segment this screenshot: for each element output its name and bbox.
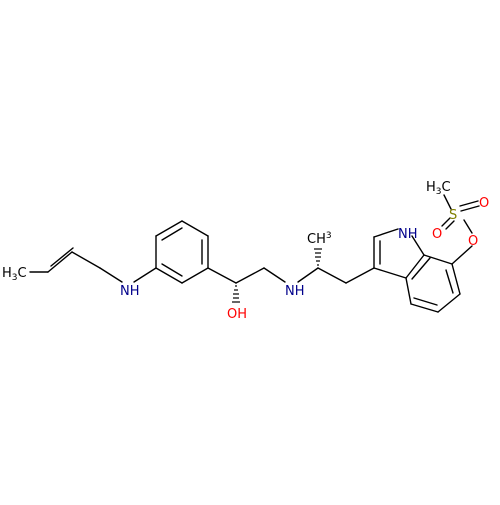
bond xyxy=(445,269,454,294)
atom-label-h3c: H3C xyxy=(2,266,27,283)
bond xyxy=(155,267,183,284)
bond xyxy=(207,267,237,284)
atom-label-ch3-top: CH3 xyxy=(307,231,332,247)
stereo-hash-bond xyxy=(232,285,240,303)
bond xyxy=(161,227,183,241)
bond xyxy=(317,267,347,284)
bond xyxy=(405,277,412,305)
bond xyxy=(410,303,439,313)
bond xyxy=(181,220,209,237)
bond xyxy=(451,245,473,265)
bond xyxy=(373,228,399,238)
bond xyxy=(411,257,431,280)
bond xyxy=(373,267,407,279)
atom-label-nh-left: NH xyxy=(120,284,140,299)
bond xyxy=(460,205,480,212)
stereo-hash-bond xyxy=(314,248,322,266)
bond xyxy=(437,293,461,313)
bond xyxy=(263,267,286,283)
bond xyxy=(405,254,425,279)
atom-label-nh-indole: NH xyxy=(398,227,418,242)
bond xyxy=(445,220,455,230)
atom-label-h3c-mesyl: H3C xyxy=(426,180,451,197)
atom-label-o-mid: O xyxy=(432,227,442,242)
bond xyxy=(459,200,479,207)
atom-label-oh: OH xyxy=(227,307,247,322)
bond xyxy=(235,267,265,284)
bond xyxy=(411,235,425,256)
bond xyxy=(161,263,183,277)
atom-label-nh-mid: NH xyxy=(285,284,305,299)
bond xyxy=(345,267,375,284)
bond xyxy=(181,267,209,284)
bond xyxy=(297,267,319,283)
bond xyxy=(413,297,438,306)
atom-label-s: S xyxy=(449,208,457,223)
bond xyxy=(133,267,157,283)
bond xyxy=(443,194,452,210)
bond xyxy=(50,247,74,267)
bond xyxy=(423,254,453,265)
bond xyxy=(441,217,451,227)
bond xyxy=(71,251,101,269)
bond xyxy=(47,251,73,273)
atom-label-o-top: O xyxy=(479,196,489,211)
atom-label-o-ester: O xyxy=(468,234,478,249)
bond xyxy=(451,263,461,295)
bond xyxy=(99,267,123,283)
bond xyxy=(155,220,183,237)
bond xyxy=(463,219,473,234)
